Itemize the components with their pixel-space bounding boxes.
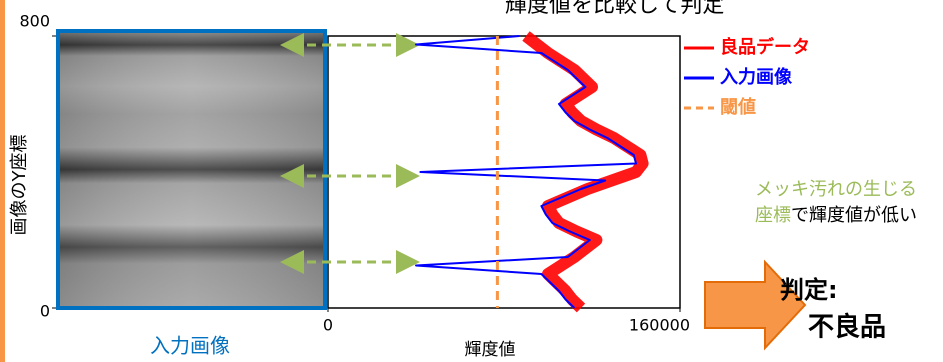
- x-tick-label: 160000: [629, 316, 690, 335]
- y-tick-label: 0: [40, 302, 50, 321]
- verdict-label: 判定:: [780, 276, 838, 304]
- image-label: 入力画像: [150, 334, 230, 358]
- legend-label: 入力画像: [720, 67, 793, 88]
- annotation: メッキ汚れの生じる: [755, 179, 917, 200]
- y-tick-label: 800: [19, 12, 50, 31]
- annotation-part: で輝度値が低い: [791, 205, 917, 226]
- side-bar: [0, 0, 5, 362]
- x-tick-label: 0: [323, 316, 333, 335]
- legend-label: 閾値: [720, 96, 756, 118]
- slide-heading: 輝度値を比較して判定: [505, 0, 724, 18]
- legend-label: 良品データ: [720, 36, 810, 58]
- y-axis-label: 画像のY座標: [9, 135, 30, 236]
- slide: 輝度値を比較して判定 画像のY座標 入力画像 輝度値 メッキ汚れの生じる 座標で…: [0, 0, 943, 362]
- image-frame: [58, 31, 325, 308]
- annotation: 座標で輝度値が低い: [755, 205, 917, 226]
- x-axis-label: 輝度値: [465, 340, 516, 360]
- verdict-result: 不良品: [808, 312, 886, 343]
- verdict-arrow: [705, 262, 805, 348]
- annotation-part: 座標: [755, 205, 791, 226]
